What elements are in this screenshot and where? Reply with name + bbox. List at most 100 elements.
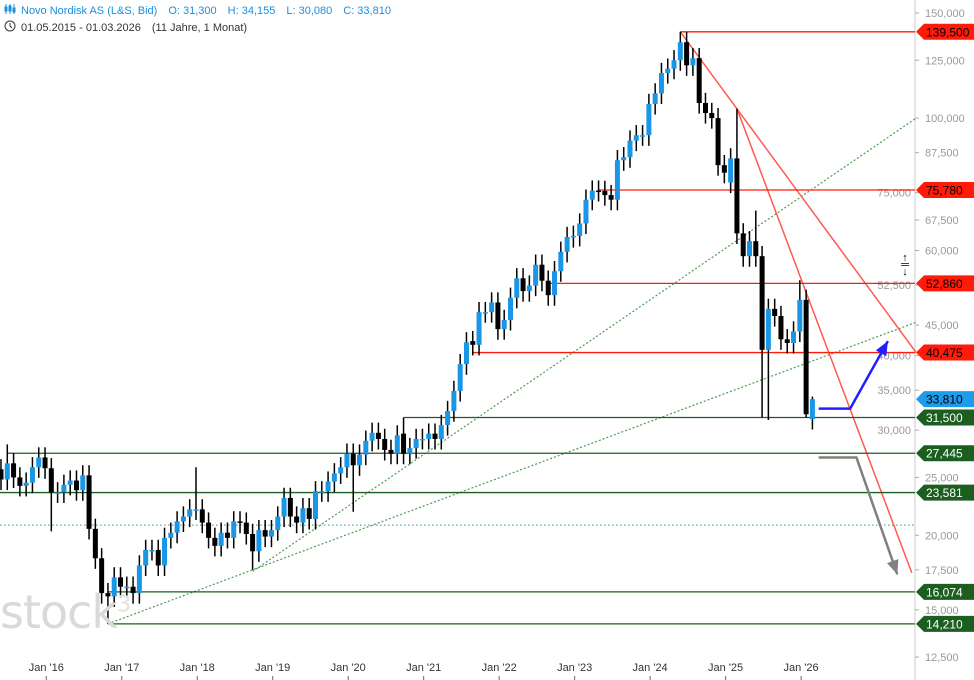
candle <box>432 423 438 450</box>
candle <box>99 548 105 604</box>
candle <box>48 458 54 532</box>
candle <box>401 417 407 465</box>
candle <box>621 147 627 171</box>
candles-icon[interactable] <box>4 3 16 18</box>
candle-body <box>533 264 539 286</box>
candle-body <box>614 160 620 200</box>
y-tick-label: 35,000 <box>877 385 911 397</box>
blue-arrowhead-icon <box>875 341 888 357</box>
high-value: H: 34,155 <box>227 4 276 17</box>
y-tick-label: 150,000 <box>925 8 965 20</box>
candle-body <box>17 477 23 486</box>
candle-body <box>577 223 583 236</box>
candle <box>419 428 425 450</box>
candle <box>357 444 363 476</box>
candle-body <box>369 432 375 441</box>
candle-body <box>313 491 318 519</box>
candle-body <box>665 68 671 74</box>
candle-body <box>118 577 124 587</box>
candle-body <box>407 448 413 454</box>
candle <box>709 102 715 129</box>
candle <box>0 459 4 491</box>
candle-body <box>168 532 174 538</box>
candle-body <box>413 438 419 449</box>
candle-body <box>627 140 633 158</box>
candle-body <box>36 457 42 468</box>
candle-body <box>596 190 602 193</box>
candle-body <box>61 484 67 493</box>
price-badge: 14,210 <box>916 615 974 632</box>
price-badge-bg <box>916 615 974 632</box>
candle <box>11 453 17 489</box>
instrument-name[interactable]: Novo Nordisk AS (L&S, Bid) <box>21 4 158 17</box>
price-badge-bg <box>916 409 974 426</box>
candle-body <box>149 549 155 552</box>
scale-drag-icon[interactable]: ↑ ═ ↓ <box>901 252 909 278</box>
candle-body <box>545 280 551 296</box>
price-badge-label: 52,860 <box>926 277 963 291</box>
candle-body <box>451 390 457 412</box>
candle-body <box>589 190 595 200</box>
candle <box>243 512 249 545</box>
candle <box>438 414 444 450</box>
candle-body <box>791 331 797 343</box>
candle <box>212 527 218 557</box>
price-badge-label: 75,780 <box>926 183 963 197</box>
candle-body <box>325 481 331 492</box>
candle <box>665 58 671 84</box>
gray-arrow-line <box>818 456 899 575</box>
candle-body <box>218 532 224 546</box>
candle-body <box>419 438 425 441</box>
candle <box>778 305 784 350</box>
candle-body <box>646 103 652 136</box>
candle <box>684 32 690 76</box>
candle-body <box>136 565 142 594</box>
close-value: C: 33,810 <box>343 4 391 17</box>
candle <box>463 332 469 375</box>
candle-body <box>602 190 608 196</box>
candle <box>614 150 620 211</box>
price-badge: 139,500 <box>916 23 974 40</box>
candle-body <box>520 278 526 292</box>
price-badge-label: 14,210 <box>926 617 963 631</box>
candle-body <box>426 433 432 439</box>
price-badge-label: 139,500 <box>926 25 970 39</box>
x-tick-label: Jan '20 <box>331 662 366 674</box>
candle-body <box>621 157 627 161</box>
candle <box>231 511 237 549</box>
candle-body <box>501 319 507 330</box>
candle-body <box>640 135 646 137</box>
duration: (11 Jahre, 1 Monat) <box>151 21 248 34</box>
candle <box>533 254 539 297</box>
low-value: L: 30,080 <box>286 4 333 17</box>
candle-body <box>187 509 193 517</box>
x-tick-label: Jan '16 <box>29 662 64 674</box>
candle <box>596 180 602 202</box>
candle <box>702 92 708 124</box>
candle <box>268 519 274 548</box>
candle <box>325 471 331 502</box>
candle <box>136 555 142 604</box>
candle-body <box>4 463 10 480</box>
candle-body <box>99 558 105 594</box>
candle <box>564 226 570 263</box>
uptrend-dotted-line <box>107 321 917 625</box>
candle-body <box>401 433 407 454</box>
candle-body <box>564 237 570 252</box>
candle <box>476 301 482 356</box>
candle-body <box>382 438 388 450</box>
watermark-sup: 3 <box>117 592 131 618</box>
candle <box>17 467 23 497</box>
candle-body <box>778 316 784 340</box>
candle <box>539 254 545 292</box>
candle <box>155 539 161 577</box>
candle-body <box>702 102 708 113</box>
candle-body <box>432 433 438 439</box>
candle <box>457 353 463 402</box>
candle <box>375 422 381 450</box>
candle-body <box>331 473 337 482</box>
date-range[interactable]: 01.05.2015 - 01.03.2026 <box>21 21 141 34</box>
price-badge-label: 33,810 <box>926 393 963 407</box>
candle <box>489 292 495 323</box>
